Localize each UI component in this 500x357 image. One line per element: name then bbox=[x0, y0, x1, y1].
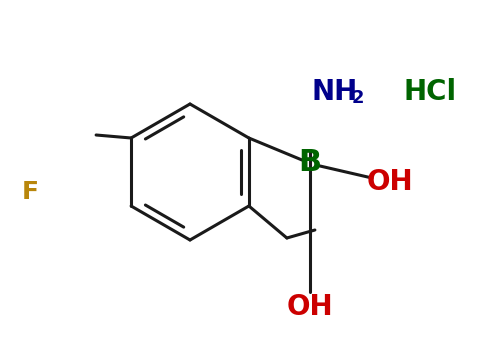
Text: NH: NH bbox=[312, 78, 358, 106]
Text: HCl: HCl bbox=[404, 78, 456, 106]
Text: OH: OH bbox=[366, 168, 414, 196]
Text: OH: OH bbox=[286, 293, 334, 321]
Text: B: B bbox=[298, 147, 322, 176]
Text: 2: 2 bbox=[352, 89, 364, 107]
Text: F: F bbox=[22, 180, 38, 204]
